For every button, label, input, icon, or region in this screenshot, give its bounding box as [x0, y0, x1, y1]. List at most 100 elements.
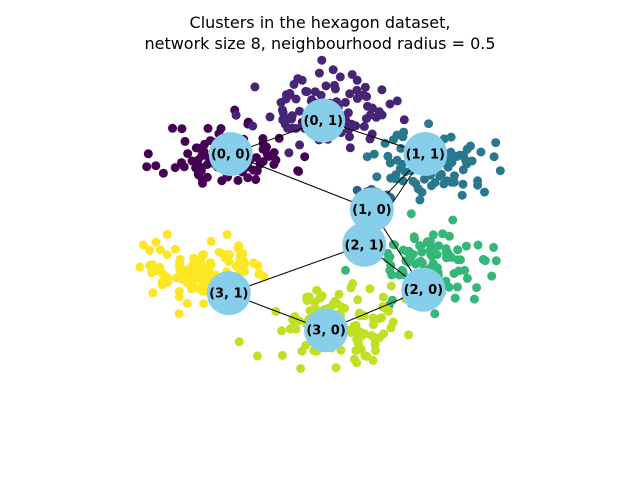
data-point-cluster-6	[377, 313, 387, 323]
data-point-cluster-4	[491, 256, 501, 266]
data-point-cluster-6	[362, 351, 372, 361]
data-point-cluster-0	[143, 149, 153, 159]
data-point-cluster-2	[462, 144, 472, 154]
data-point-cluster-5	[163, 277, 173, 287]
data-point-cluster-6	[310, 297, 320, 307]
data-point-cluster-1	[392, 96, 402, 106]
network-node-label: (2, 1)	[345, 238, 384, 253]
data-point-cluster-2	[458, 179, 468, 189]
data-point-cluster-5	[162, 229, 172, 239]
data-point-cluster-1	[345, 89, 355, 99]
data-point-cluster-1	[316, 90, 326, 100]
data-point-cluster-1	[385, 99, 395, 109]
chart-title-line-1: Clusters in the hexagon dataset,	[190, 13, 451, 32]
data-point-cluster-5	[222, 230, 232, 239]
data-point-cluster-6	[349, 354, 359, 364]
data-point-cluster-5	[240, 267, 250, 276]
network-node-label: (0, 0)	[211, 148, 250, 163]
data-point-cluster-5	[240, 259, 250, 269]
data-point-cluster-4	[341, 265, 350, 275]
data-point-cluster-2	[435, 171, 445, 181]
data-point-cluster-5	[199, 299, 209, 309]
data-point-cluster-2	[362, 152, 372, 162]
network-node-label: (3, 1)	[209, 287, 248, 302]
data-point-cluster-6	[291, 324, 301, 334]
data-point-cluster-5	[148, 288, 158, 298]
data-point-cluster-0	[197, 151, 207, 161]
data-point-cluster-1	[321, 81, 331, 91]
data-point-cluster-6	[296, 364, 306, 373]
data-point-cluster-1	[278, 114, 288, 124]
data-point-cluster-6	[371, 346, 380, 356]
data-point-cluster-5	[206, 236, 216, 246]
data-point-cluster-4	[450, 293, 460, 303]
data-point-cluster-2	[495, 166, 505, 176]
data-point-cluster-2	[442, 176, 452, 186]
network-node	[304, 308, 349, 353]
data-point-cluster-2	[400, 167, 410, 177]
network-node-label: (1, 0)	[352, 203, 391, 218]
data-point-cluster-4	[409, 232, 419, 242]
data-point-cluster-4	[473, 240, 483, 250]
data-point-cluster-2	[473, 176, 483, 186]
data-point-cluster-4	[385, 252, 395, 262]
data-point-cluster-6	[368, 355, 378, 365]
data-point-cluster-1	[265, 112, 275, 122]
data-point-cluster-4	[408, 250, 418, 259]
data-point-cluster-2	[446, 132, 456, 142]
data-point-cluster-5	[135, 262, 145, 272]
data-point-cluster-0	[269, 160, 279, 169]
data-point-cluster-5	[189, 253, 199, 263]
data-point-cluster-4	[444, 231, 454, 241]
data-point-cluster-4	[385, 265, 395, 275]
network-edge	[230, 153, 373, 210]
data-point-cluster-5	[172, 273, 182, 283]
data-point-cluster-0	[158, 168, 168, 178]
data-point-cluster-5	[259, 272, 269, 282]
network-node	[349, 187, 394, 232]
data-point-cluster-2	[415, 195, 425, 205]
data-point-cluster-6	[277, 326, 287, 336]
data-point-cluster-1	[301, 86, 311, 96]
network-node-label: (0, 1)	[304, 114, 343, 129]
data-point-cluster-0	[151, 161, 161, 171]
data-point-cluster-0	[197, 165, 206, 175]
data-point-cluster-2	[383, 151, 393, 161]
data-point-cluster-6	[278, 350, 287, 360]
data-point-cluster-4	[430, 309, 440, 319]
data-point-cluster-1	[284, 148, 294, 158]
data-point-cluster-4	[472, 283, 482, 293]
data-point-cluster-4	[448, 215, 458, 225]
data-point-cluster-1	[352, 75, 362, 85]
data-point-cluster-0	[216, 124, 226, 133]
data-point-cluster-5	[231, 261, 241, 271]
data-point-cluster-6	[312, 285, 322, 295]
data-point-cluster-5	[170, 244, 180, 254]
data-point-cluster-6	[301, 340, 311, 350]
data-point-cluster-2	[430, 178, 440, 188]
data-point-cluster-5	[196, 257, 206, 267]
data-point-cluster-2	[372, 172, 382, 182]
data-point-cluster-2	[396, 143, 406, 153]
data-point-cluster-5	[155, 245, 165, 255]
data-point-cluster-6	[388, 317, 398, 327]
data-point-cluster-0	[203, 123, 213, 133]
network-node-label: (2, 0)	[404, 283, 443, 298]
data-point-cluster-1	[351, 121, 361, 131]
data-point-cluster-1	[317, 55, 327, 65]
data-point-cluster-6	[302, 296, 312, 305]
data-point-cluster-0	[202, 160, 212, 169]
data-point-cluster-2	[424, 119, 434, 129]
data-point-cluster-2	[397, 159, 407, 169]
data-point-cluster-0	[243, 173, 253, 183]
network-node	[301, 98, 346, 143]
data-point-cluster-4	[487, 271, 497, 281]
data-point-cluster-1	[248, 121, 258, 131]
data-point-cluster-1	[359, 122, 369, 131]
data-point-cluster-1	[330, 80, 339, 90]
data-point-cluster-1	[295, 140, 305, 150]
data-point-cluster-0	[180, 136, 190, 146]
network-node	[208, 132, 253, 177]
data-point-cluster-4	[454, 266, 464, 276]
